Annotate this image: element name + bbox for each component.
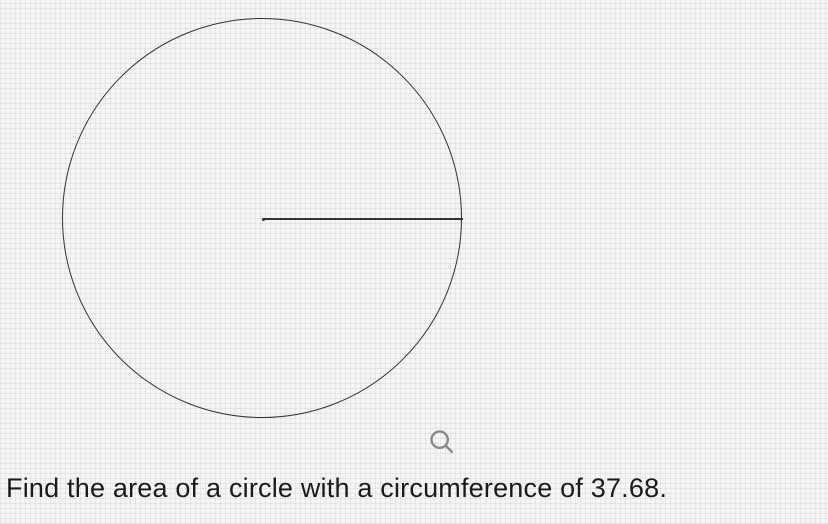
center-dot <box>262 218 265 221</box>
circle-diagram <box>62 18 462 418</box>
circle-outline <box>62 18 462 418</box>
magnifier-icon[interactable] <box>428 428 456 456</box>
question-text: Find the area of a circle with a circumf… <box>6 473 667 504</box>
radius-line <box>263 218 463 220</box>
